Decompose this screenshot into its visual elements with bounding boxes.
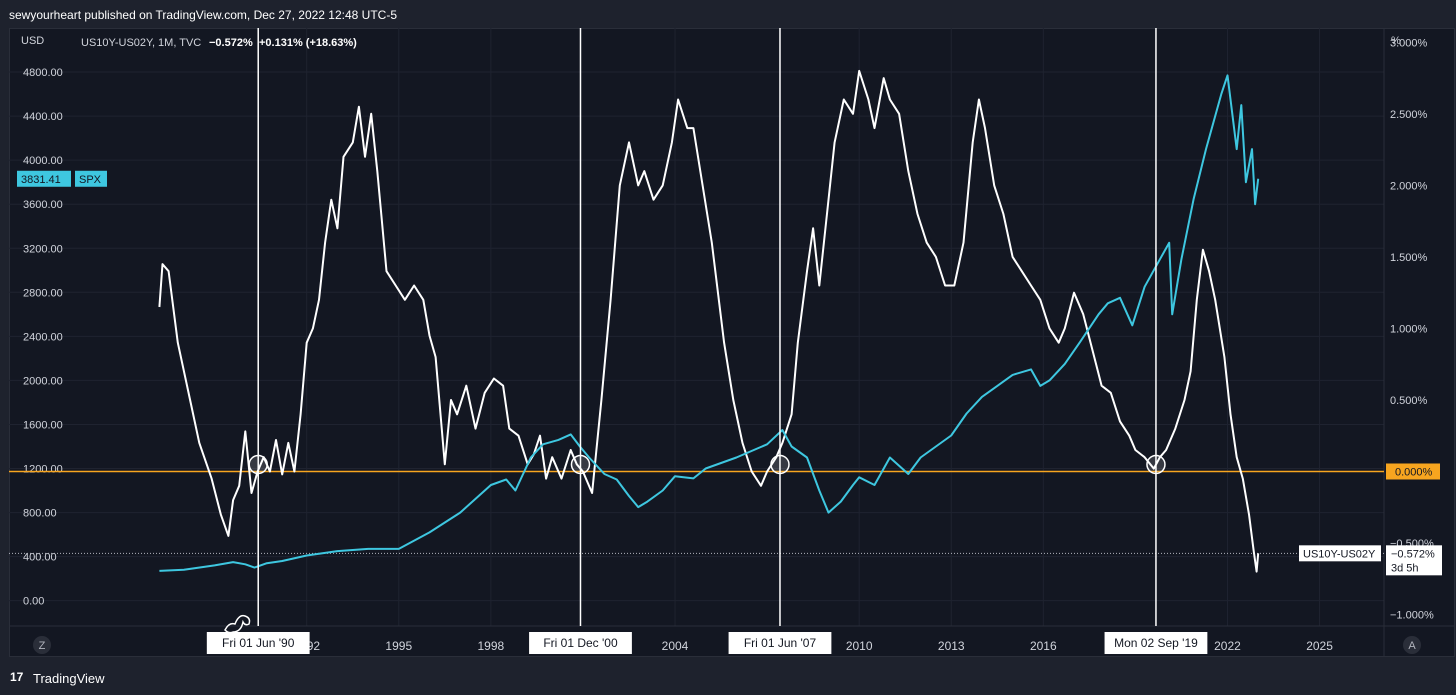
countdown-tag: 3d 5h [1391, 562, 1419, 574]
left-axis-tick-label: 0.00 [23, 596, 44, 608]
marker-circle [1146, 454, 1166, 475]
left-axis-tick-label: 2800.00 [23, 287, 63, 299]
zero-tag: 0.000% [1395, 466, 1433, 478]
left-axis-tick-label: 2000.00 [23, 375, 63, 387]
right-axis-tick-label: 1.000% [1390, 323, 1428, 335]
marker-circle [570, 454, 591, 475]
right-axis-tick-label: 1.500% [1390, 252, 1428, 264]
x-axis-tick-label: 2022 [1214, 639, 1241, 653]
x-axis-tick-label: 2016 [1030, 639, 1057, 653]
legend-title: US10Y-US02Y, 1M, TVC [81, 37, 201, 49]
x-axis-tick-label: 2025 [1306, 639, 1333, 653]
spx-series-line [159, 74, 1260, 572]
marker-circle [248, 454, 268, 475]
spx-price-tag-bg [17, 170, 71, 187]
footer: 17 TradingView [0, 660, 1456, 695]
spread-series-line [158, 69, 1260, 573]
auto-scale-a-button[interactable] [1403, 636, 1421, 654]
publish-header: sewyourheart published on TradingView.co… [0, 0, 1456, 28]
left-axis-tick-label: 800.00 [23, 508, 57, 520]
marker-date-label-bg [728, 632, 832, 654]
spread-name-tag-bg [1299, 545, 1381, 562]
publish-header-text: sewyourheart published on TradingView.co… [9, 8, 398, 22]
spread-value-tag: −0.572% [1391, 548, 1435, 560]
x-axis-tick-label: 2010 [846, 639, 873, 653]
spx-name-tag: SPX [79, 174, 102, 186]
z-button-label: Z [39, 640, 46, 652]
left-axis-tick-label: 3200.00 [23, 243, 63, 255]
footer-brand[interactable]: TradingView [33, 671, 105, 686]
marker-date-label: Fri 01 Dec '00 [543, 636, 618, 650]
x-axis-tick-label: 2013 [938, 639, 965, 653]
marker-date-label-bg [529, 632, 632, 654]
left-axis-tick-label: 2400.00 [23, 331, 63, 343]
right-axis-unit: % [1391, 35, 1401, 47]
right-axis-tick-label: 3.000% [1390, 37, 1428, 49]
zero-tag-bg [1386, 463, 1440, 480]
marker-date-label: Mon 02 Sep '19 [1114, 636, 1198, 650]
marker-circle [770, 454, 790, 475]
right-axis-tick-label: 2.500% [1390, 109, 1428, 121]
left-axis-tick-label: 4000.00 [23, 155, 63, 167]
spread-name-tag: US10Y-US02Y [1303, 548, 1376, 560]
left-axis-tick-label: 3600.00 [23, 199, 63, 211]
dinosaur-icon[interactable] [224, 614, 251, 634]
spx-name-tag-bg [75, 170, 107, 187]
right-axis-tick-label: 0.500% [1390, 395, 1428, 407]
left-axis-tick-label: 400.00 [23, 552, 57, 564]
legend-last-value: −0.572% [209, 37, 253, 49]
marker-date-label: Fri 01 Jun '07 [744, 636, 817, 650]
spread-value-tag-bg [1386, 545, 1442, 576]
left-axis-tick-label: 4800.00 [23, 67, 63, 79]
chart-frame [9, 28, 1455, 657]
left-axis-tick-label: 1600.00 [23, 419, 63, 431]
a-button-label: A [1408, 640, 1416, 652]
left-axis-tick-label: 4400.00 [23, 111, 63, 123]
left-axis-tick-label: 1200.00 [23, 464, 63, 476]
tradingview-logo-icon[interactable]: 17 [10, 670, 24, 684]
chart-canvas[interactable]: 0.00 400.00 800.00 1200.00 1600.00 2000.00 240… [9, 28, 1455, 657]
right-axis-tick-label: 2.000% [1390, 180, 1428, 192]
legend-change: +0.131% (+18.63%) [259, 37, 357, 49]
right-axis-tick-label: −1.000% [1390, 610, 1434, 622]
x-axis-tick-label: 2004 [662, 639, 689, 653]
auto-scale-z-button[interactable] [33, 636, 51, 654]
left-axis-unit: USD [21, 35, 44, 47]
marker-date-label-bg [1104, 632, 1208, 654]
x-axis-tick-label: 1995 [385, 639, 412, 653]
spx-price-tag: 3831.41 [21, 174, 61, 186]
marker-date-label: Fri 01 Jun '90 [222, 636, 295, 650]
marker-date-label-bg [206, 632, 310, 654]
x-axis-tick-label: 1998 [478, 639, 505, 653]
